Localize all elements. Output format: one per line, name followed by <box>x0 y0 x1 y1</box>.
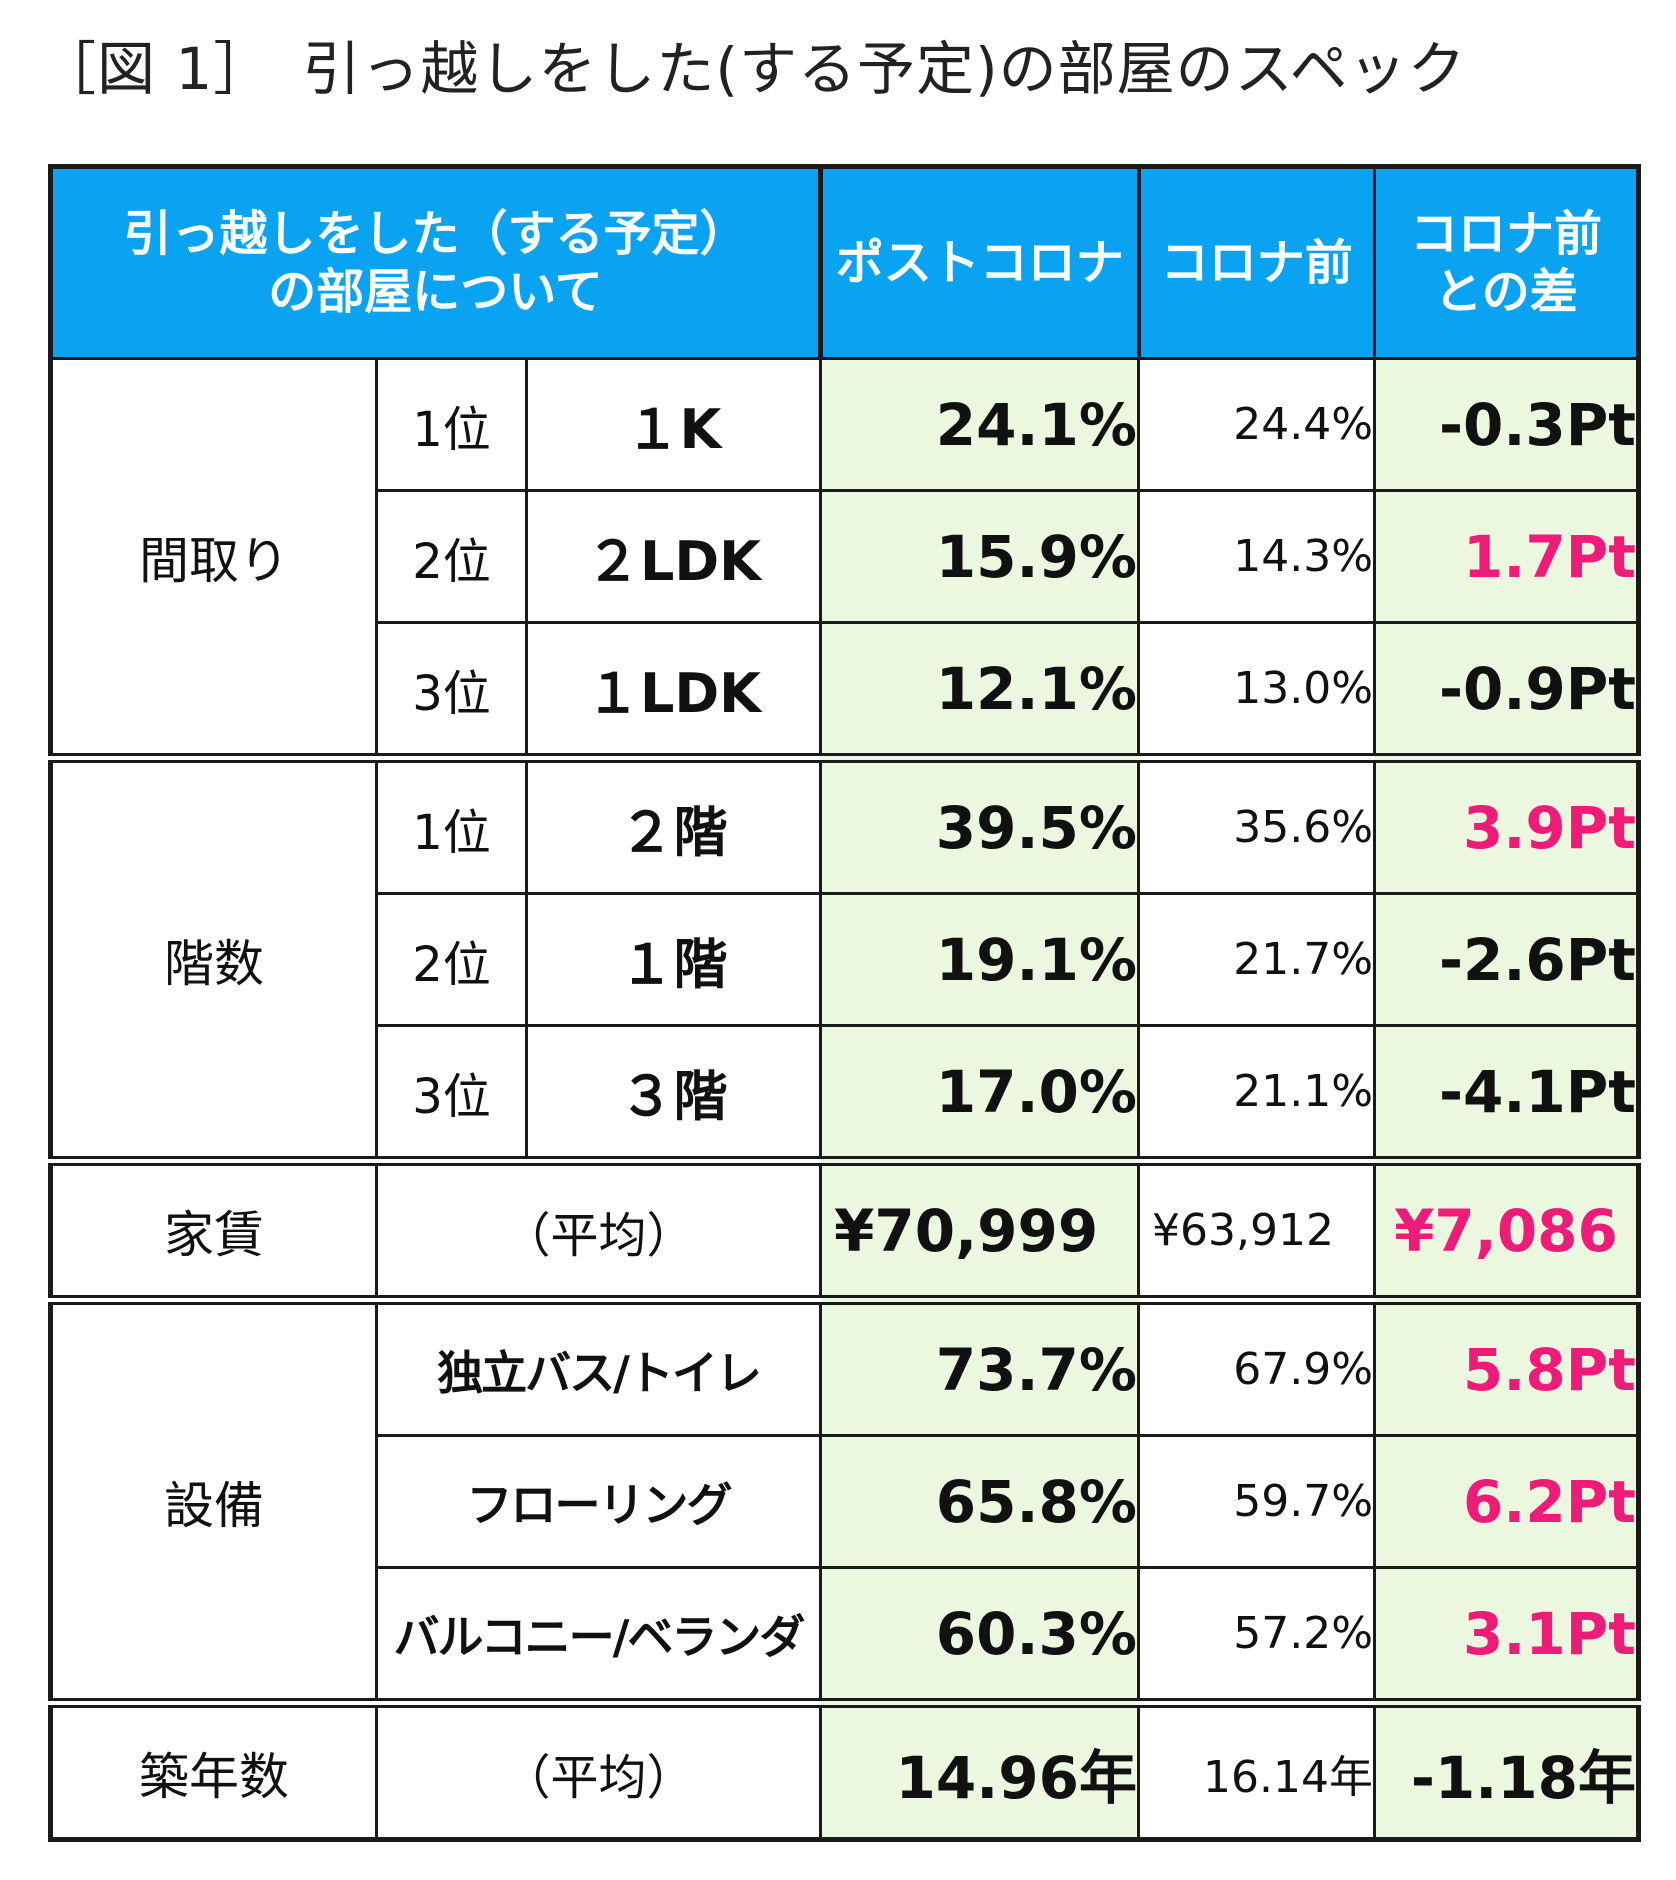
pre-corona-value: 57.2% <box>1137 1566 1376 1705</box>
diff-value: 3.1Pt <box>1373 1566 1640 1705</box>
average-label: （平均） <box>375 1698 822 1841</box>
post-corona-value: 12.1% <box>819 621 1140 760</box>
post-corona-value: 65.8% <box>819 1434 1140 1569</box>
item-cell: フローリング <box>375 1434 822 1569</box>
post-corona-value: 19.1% <box>819 892 1140 1027</box>
header-pre-corona: コロナ前 <box>1137 165 1376 360</box>
table-row: 設備 独立バス/トイレ 73.7% 67.9% 5.8Pt <box>49 1295 1640 1705</box>
header-post-corona: ポストコロナ <box>819 165 1141 360</box>
header-subject-line1: 引っ越しをした（する予定） <box>123 206 748 262</box>
header-diff: コロナ前 との差 <box>1373 165 1640 360</box>
pre-corona-value: 14.3% <box>1137 489 1376 624</box>
figure-title: ［図 1］ 引っ越しをした(する予定)の部屋のスペック <box>38 35 1467 103</box>
pre-corona-value: 67.9% <box>1137 1295 1376 1437</box>
post-corona-value: 73.7% <box>819 1295 1140 1437</box>
table-row: 2位 １階 19.1% 21.7% -2.6Pt <box>51 892 1640 1027</box>
diff-value: -1.18年 <box>1373 1698 1640 1841</box>
pre-corona-value: 21.7% <box>1137 892 1376 1027</box>
rank-cell: 3位 <box>375 621 528 760</box>
diff-value: 5.8Pt <box>1373 1295 1640 1437</box>
item-cell: ３階 <box>525 1024 822 1163</box>
table-row: 2位 ２LDK 15.9% 14.3% 1.7Pt <box>51 489 1640 624</box>
table-row: 築年数 （平均） 14.96年 16.14年 -1.18年 <box>49 1698 1640 1841</box>
post-corona-value: 14.96年 <box>819 1698 1140 1841</box>
pre-corona-value: 59.7% <box>1137 1434 1376 1569</box>
table-row: 階数 1位 ２階 39.5% 35.6% 3.9Pt <box>49 753 1640 1163</box>
post-corona-value: 24.1% <box>819 357 1140 492</box>
table-row: フローリング 65.8% 59.7% 6.2Pt <box>51 1434 1640 1569</box>
rank-cell: 3位 <box>375 1024 528 1163</box>
item-cell: ２LDK <box>525 489 822 624</box>
post-corona-value: 15.9% <box>819 489 1140 624</box>
table-row: 間取り 1位 １K 24.1% 24.4% -0.3Pt <box>49 357 1640 760</box>
diff-value: -0.3Pt <box>1373 357 1640 492</box>
diff-value: -2.6Pt <box>1373 892 1640 1027</box>
pre-corona-value: 16.14年 <box>1137 1698 1376 1841</box>
room-spec-table: 引っ越しをした（する予定） の部屋について ポストコロナ コロナ前 コロナ前 と… <box>48 164 1641 1842</box>
header-diff-line2: との差 <box>1434 264 1578 320</box>
category-building-age: 築年数 <box>49 1698 378 1841</box>
pre-corona-value: 24.4% <box>1137 357 1376 492</box>
post-corona-value: 17.0% <box>819 1024 1140 1163</box>
post-corona-value: ¥70,999 <box>819 1156 1140 1302</box>
diff-value: ¥7,086 <box>1373 1156 1640 1302</box>
post-corona-value: 39.5% <box>819 753 1140 895</box>
rank-cell: 1位 <box>375 357 528 492</box>
pre-corona-value: 13.0% <box>1137 621 1376 760</box>
category-layout: 間取り <box>49 357 378 760</box>
diff-value: 3.9Pt <box>1373 753 1640 895</box>
header-diff-line1: コロナ前 <box>1409 206 1602 262</box>
header-subject-line2: の部屋について <box>268 264 603 320</box>
category-rent: 家賃 <box>49 1156 378 1302</box>
item-cell: １階 <box>525 892 822 1027</box>
diff-value: 6.2Pt <box>1373 1434 1640 1569</box>
item-cell: ２階 <box>525 753 822 895</box>
diff-value: -0.9Pt <box>1373 621 1640 760</box>
table-row: 家賃 （平均） ¥70,999 ¥63,912 ¥7,086 <box>49 1156 1640 1302</box>
table-row: バルコニー/ベランダ 60.3% 57.2% 3.1Pt <box>51 1566 1640 1705</box>
table-row: 3位 １LDK 12.1% 13.0% -0.9Pt <box>51 621 1640 760</box>
table-header-row: 引っ越しをした（する予定） の部屋について ポストコロナ コロナ前 コロナ前 と… <box>49 165 1640 360</box>
rank-cell: 2位 <box>375 892 528 1027</box>
rank-cell: 1位 <box>375 753 528 895</box>
average-label: （平均） <box>375 1156 822 1302</box>
pre-corona-value: 35.6% <box>1137 753 1376 895</box>
item-cell: 独立バス/トイレ <box>375 1295 822 1437</box>
rank-cell: 2位 <box>375 489 528 624</box>
table-row: 3位 ３階 17.0% 21.1% -4.1Pt <box>51 1024 1640 1163</box>
diff-value: 1.7Pt <box>1373 489 1640 624</box>
category-equipment: 設備 <box>49 1295 378 1705</box>
item-cell: １LDK <box>525 621 822 760</box>
pre-corona-value: ¥63,912 <box>1137 1156 1376 1302</box>
diff-value: -4.1Pt <box>1373 1024 1640 1163</box>
post-corona-value: 60.3% <box>819 1566 1140 1705</box>
pre-corona-value: 21.1% <box>1137 1024 1376 1163</box>
item-cell: バルコニー/ベランダ <box>375 1566 822 1705</box>
header-subject: 引っ越しをした（する予定） の部屋について <box>49 165 823 360</box>
category-floors: 階数 <box>49 753 378 1163</box>
item-cell: １K <box>525 357 822 492</box>
